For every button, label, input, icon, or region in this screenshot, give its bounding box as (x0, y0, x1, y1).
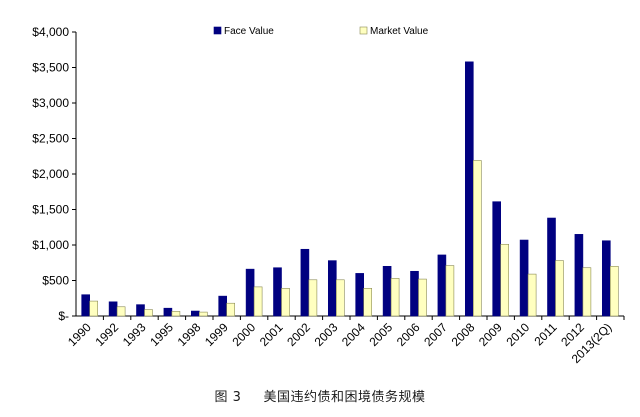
bar-market-value (390, 278, 400, 317)
legend: Face Value Market Value (213, 26, 429, 37)
bar-market-value (226, 302, 235, 317)
y-tick-label: $- (58, 309, 69, 323)
x-tick-label: 2000 (229, 320, 258, 349)
bar-market-value (89, 300, 98, 317)
bar-face-value (519, 239, 529, 317)
y-tick-label: $2,500 (32, 132, 69, 146)
x-tick-label: 2003 (312, 320, 341, 349)
bar-face-value (163, 307, 173, 317)
bar-face-value (300, 248, 310, 317)
bar-market-value (418, 278, 427, 317)
bar-market-value (445, 265, 455, 317)
x-tick-label: 2004 (339, 320, 368, 349)
x-tick-label: 2009 (476, 320, 505, 349)
bar-face-value (245, 268, 255, 317)
bar-face-value (437, 254, 447, 317)
bar-face-value (273, 267, 282, 317)
bar-market-value (335, 279, 345, 317)
y-tick-label: $3,500 (32, 61, 69, 75)
bar-market-value (171, 311, 181, 317)
x-tick-label: 1990 (65, 320, 94, 349)
bar-market-value (472, 160, 482, 317)
bar-face-value (410, 270, 419, 317)
bar-market-value (116, 306, 126, 317)
y-tick-label: $1,000 (32, 238, 69, 252)
y-tick-label: $4,000 (32, 25, 69, 39)
bar-market-value (253, 286, 263, 317)
x-axis: 1990199219931995199819992000200120022003… (65, 315, 625, 366)
x-tick-label: 2007 (421, 320, 450, 349)
y-axis: $- $500 $1,000 $1,500 $2,000 $2,500 $3,000 $3,5… (32, 25, 77, 323)
x-tick-label: 2011 (531, 320, 559, 348)
bar-market-value (555, 260, 564, 317)
bar-face-value (81, 294, 90, 317)
legend-label-market-value: Market Value (370, 26, 429, 37)
bar-face-value (547, 217, 556, 317)
bar-face-value (327, 260, 337, 317)
bar-face-value (136, 304, 145, 317)
y-tick-label: $500 (42, 274, 69, 288)
legend-label-face-value: Face Value (224, 26, 274, 37)
bar-face-value (492, 201, 502, 317)
bar-face-value (218, 295, 227, 317)
bar-face-value (382, 265, 392, 317)
bar-market-value (144, 309, 153, 317)
bar-face-value (574, 234, 584, 317)
x-tick-label: 2001 (257, 320, 286, 349)
x-tick-label: 1998 (175, 320, 204, 349)
x-tick-label: 2010 (503, 320, 532, 349)
x-tick-label: 2006 (394, 320, 423, 349)
bar-market-value (609, 265, 619, 317)
y-tick-label: $3,000 (32, 96, 69, 110)
caption-text: 美国违约债和困境债务规模 (263, 390, 426, 405)
bar-market-value (308, 279, 318, 317)
legend-swatch-face-value (213, 26, 222, 35)
bar-face-value (355, 273, 365, 317)
x-tick-label: 2008 (449, 320, 478, 349)
figure-number: 图 3 (214, 390, 242, 405)
x-tick-label: 2002 (284, 320, 313, 349)
bar-market-value (199, 311, 208, 317)
bar-market-value (527, 273, 537, 317)
bar-face-value (464, 61, 474, 317)
bar-market-value (281, 288, 290, 317)
bar-face-value (108, 301, 118, 317)
bar-market-value (500, 243, 510, 317)
bar-market-value (363, 288, 373, 317)
bars (81, 61, 619, 317)
bar-face-value (601, 240, 611, 317)
y-tick-label: $2,000 (32, 167, 69, 181)
x-tick-label: 1999 (202, 320, 231, 349)
bar-market-value (582, 267, 592, 317)
legend-swatch-market-value (359, 26, 368, 35)
x-tick-label: 1995 (147, 320, 176, 349)
y-tick-label: $1,500 (32, 203, 69, 217)
x-tick-label: 1993 (120, 320, 149, 349)
bar-face-value (191, 310, 200, 317)
x-tick-label: 2005 (366, 320, 395, 349)
figure-caption: 图 3 美国违约债和困境债务规模 (0, 386, 640, 405)
x-tick-label: 1992 (92, 320, 121, 349)
